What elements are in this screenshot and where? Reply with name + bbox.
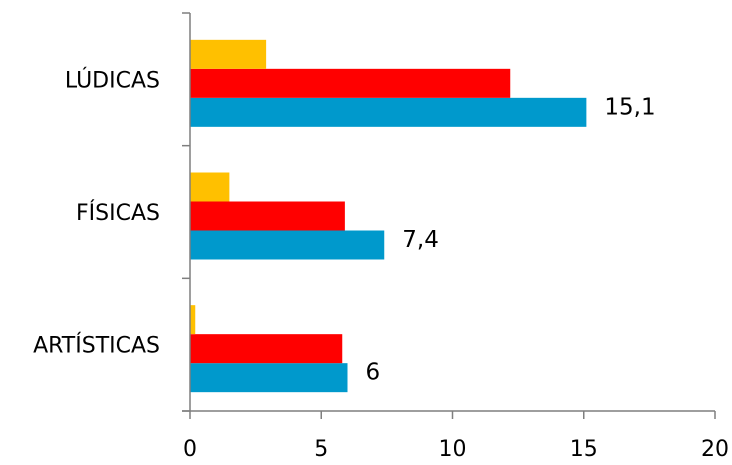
bar-artisticas-series-3 [190,305,196,335]
data-label-ludicas: 15,1 [604,94,655,120]
bar-artisticas-series-1 [190,363,348,393]
bar-ludicas-series-2 [190,68,511,98]
data-label-artisticas: 6 [366,360,381,386]
x-tick-label-0: 0 [183,437,197,462]
data-label-fisicas: 7,4 [402,227,439,253]
bar-fisicas-series-3 [190,172,230,202]
category-label-ludicas: LÚDICAS [65,67,160,93]
x-tick-label-10: 10 [439,437,467,462]
bar-ludicas-series-1 [190,97,587,127]
x-tick-label-15: 15 [570,437,598,462]
plot-area: ARTÍSTICAS FÍSICAS LÚDICAS 6 7,4 15,1 0 5 10 15 20 [33,12,729,462]
bar-artisticas-series-2 [190,334,343,364]
x-tick-label-20: 20 [701,437,729,462]
bar-fisicas-series-2 [190,201,345,231]
bar-ludicas-series-3 [190,39,267,69]
category-label-fisicas: FÍSICAS [76,200,160,226]
category-label-artisticas: ARTÍSTICAS [33,333,160,359]
x-tick-label-5: 5 [314,437,328,462]
bar-fisicas-series-1 [190,230,385,260]
